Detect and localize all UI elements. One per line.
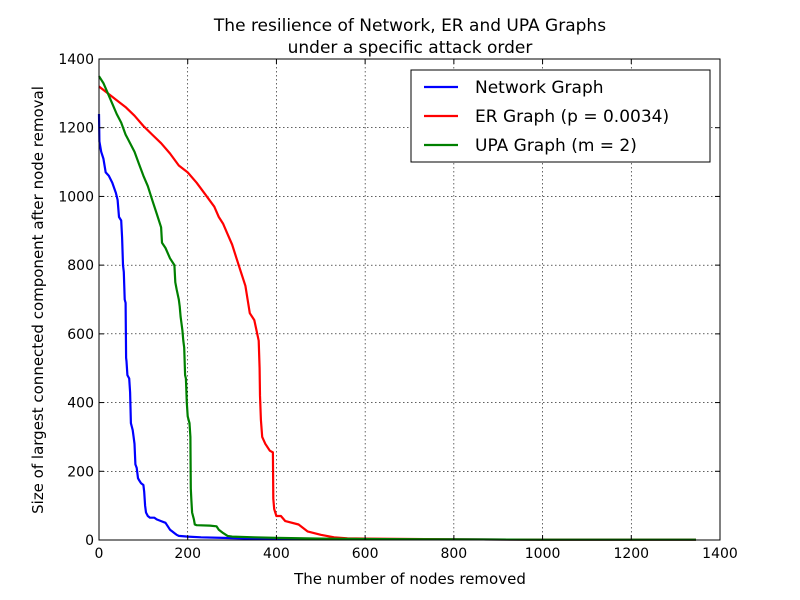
x-tick-label: 200 xyxy=(174,546,201,562)
x-axis-label: The number of nodes removed xyxy=(293,570,526,588)
y-tick-label: 0 xyxy=(85,533,94,549)
legend-label-er: ER Graph (p = 0.0034) xyxy=(475,107,669,127)
chart-subtitle: under a specific attack order xyxy=(288,38,533,58)
x-tick-label: 1400 xyxy=(702,546,738,562)
ticks: 0 200 400 600 800 1000 1200 1400 0 200 400 600 800 10… xyxy=(58,52,737,562)
x-tick-label: 1200 xyxy=(613,546,649,562)
series-line-upa xyxy=(98,75,696,541)
legend-label-upa: UPA Graph (m = 2) xyxy=(475,136,637,156)
x-tick-label: 0 xyxy=(95,546,104,562)
y-tick-label: 400 xyxy=(67,396,94,412)
legend-box xyxy=(410,69,711,163)
chart-title: The resilience of Network, ER and UPA Gr… xyxy=(213,16,606,36)
legend-items: Network Graph ER Graph (p = 0.0034) UPA Gr… xyxy=(424,78,669,156)
series-line-network xyxy=(97,113,696,541)
y-axis-label: Size of largest connected component afte… xyxy=(29,86,47,514)
x-tick-label: 400 xyxy=(263,546,290,562)
legend-label-network: Network Graph xyxy=(475,78,604,98)
legend: Network Graph ER Graph (p = 0.0034) UPA Gr… xyxy=(410,69,711,163)
y-tick-label: 1200 xyxy=(58,121,94,137)
x-tick-label: 800 xyxy=(440,546,467,562)
series-line-er xyxy=(98,85,696,541)
y-tick-label: 600 xyxy=(67,327,94,343)
x-tick-label: 1000 xyxy=(525,546,561,562)
y-tick-label: 1400 xyxy=(58,52,94,68)
y-tick-label: 200 xyxy=(67,464,94,480)
y-tick-label: 1000 xyxy=(58,189,94,205)
series-group xyxy=(97,75,696,541)
x-tick-label: 600 xyxy=(352,546,379,562)
plot-frame xyxy=(98,58,721,541)
y-tick-label: 800 xyxy=(67,258,94,274)
